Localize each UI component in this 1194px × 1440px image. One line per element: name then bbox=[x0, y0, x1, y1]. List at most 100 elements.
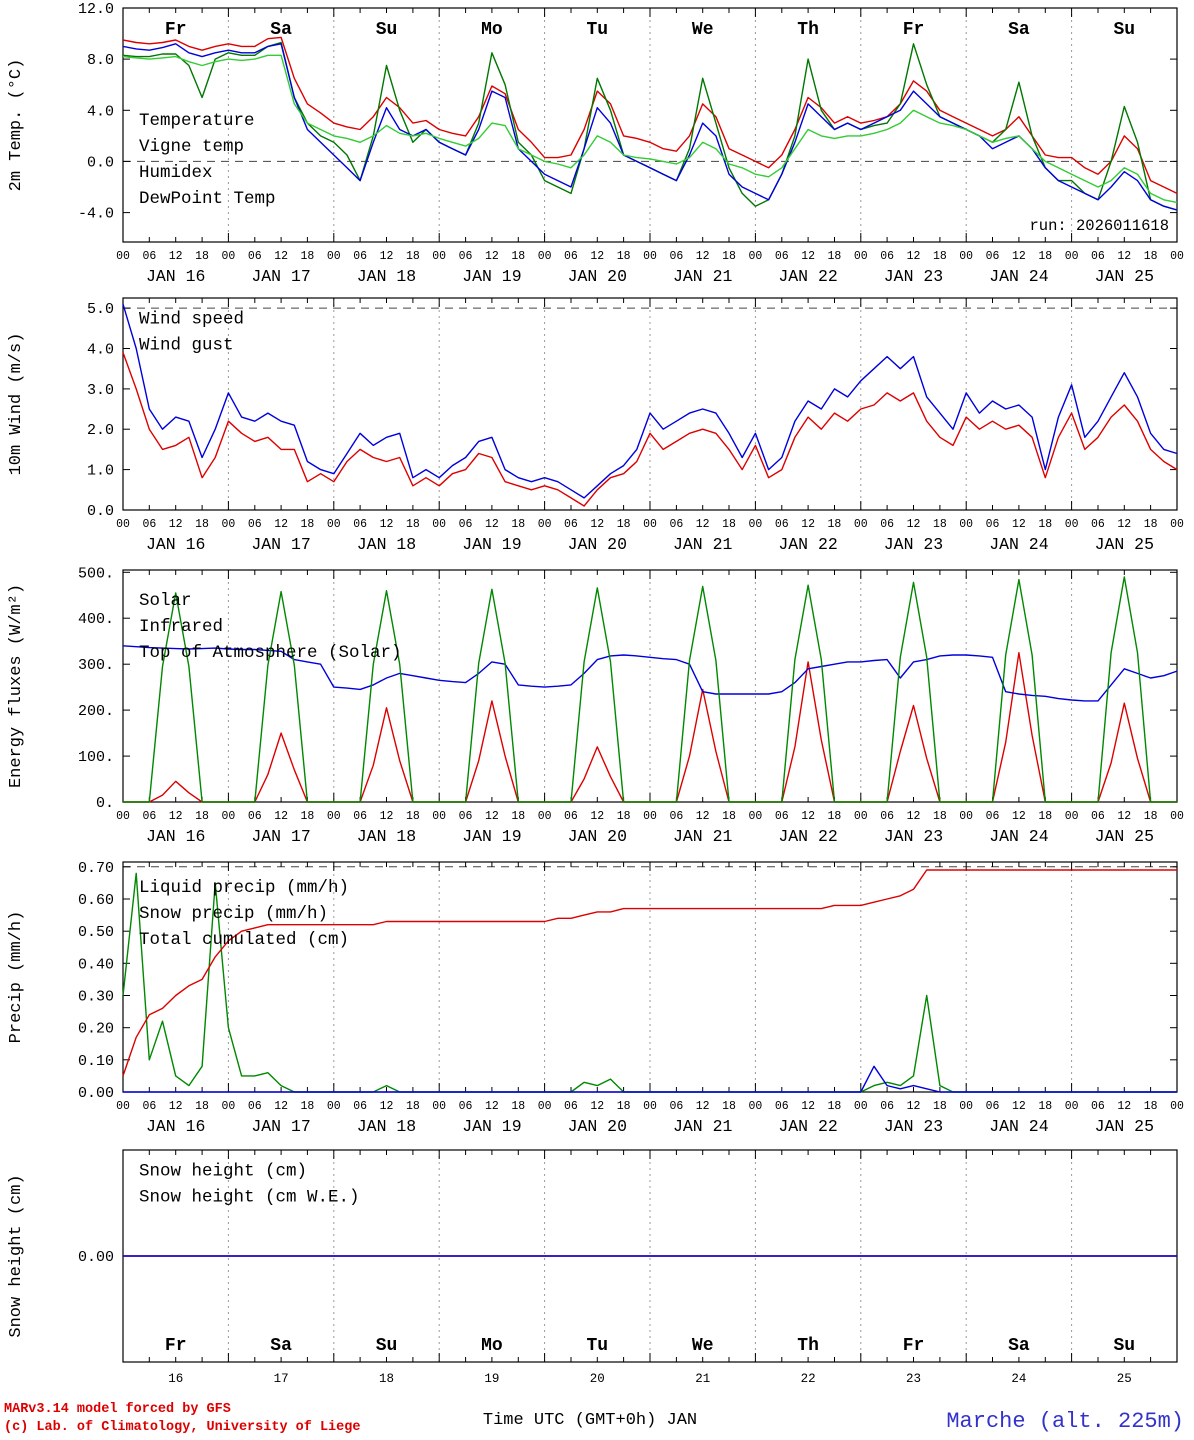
date-label: JAN 25 bbox=[1095, 1117, 1154, 1136]
date-label: JAN 21 bbox=[673, 535, 733, 554]
y-tick-label: 0.50 bbox=[78, 924, 114, 941]
hour-tick-label: 18 bbox=[406, 518, 420, 531]
y-tick-label: 0.40 bbox=[78, 956, 114, 973]
date-number-label: 25 bbox=[1117, 1372, 1132, 1386]
hour-tick-label: 18 bbox=[511, 250, 525, 263]
hour-tick-label: 06 bbox=[459, 250, 473, 263]
hour-tick-label: 00 bbox=[854, 250, 868, 263]
hour-tick-label: 06 bbox=[880, 518, 894, 531]
hour-tick-label: 18 bbox=[195, 810, 209, 823]
hour-tick-label: 06 bbox=[880, 810, 894, 823]
y-tick-label: 0.00 bbox=[78, 1249, 114, 1266]
hour-tick-label: 00 bbox=[643, 810, 657, 823]
day-label: Tu bbox=[586, 20, 608, 40]
date-label: JAN 23 bbox=[884, 267, 943, 286]
day-label: We bbox=[692, 20, 714, 40]
hour-tick-label: 00 bbox=[538, 810, 552, 823]
hour-tick-label: 06 bbox=[986, 810, 1000, 823]
day-label: Su bbox=[1113, 20, 1135, 40]
y-axis-label: Precip (mm/h) bbox=[7, 911, 26, 1044]
hour-tick-label: 12 bbox=[1117, 250, 1131, 263]
hour-tick-label: 00 bbox=[116, 250, 130, 263]
hour-tick-label: 18 bbox=[301, 518, 315, 531]
temperature-panel: -4.0 0.0 4.0 8.0 12.0 Temperature Vigne temp Hu… bbox=[7, 1, 1184, 286]
hour-tick-label: 00 bbox=[432, 518, 446, 531]
date-label: JAN 24 bbox=[989, 1117, 1049, 1136]
date-number-label: 24 bbox=[1011, 1372, 1026, 1386]
hour-tick-label: 00 bbox=[959, 518, 973, 531]
energy-fluxes-panel: 0. 100. 200. 300. 400. 500. Solar Infrared Top o… bbox=[7, 565, 1184, 846]
hour-tick-label: 00 bbox=[854, 810, 868, 823]
hour-tick-label: 12 bbox=[380, 518, 394, 531]
hour-tick-label: 00 bbox=[432, 250, 446, 263]
hour-tick-label: 00 bbox=[327, 250, 341, 263]
hour-tick-label: 12 bbox=[801, 810, 815, 823]
day-label: Tu bbox=[586, 1336, 608, 1356]
hour-tick-label: 18 bbox=[301, 810, 315, 823]
y-tick-label: 500. bbox=[78, 565, 114, 582]
date-label: JAN 23 bbox=[884, 535, 943, 554]
date-label: JAN 17 bbox=[251, 535, 310, 554]
y-tick-label: 1.0 bbox=[87, 463, 114, 480]
day-label: Fr bbox=[165, 20, 187, 40]
hour-tick-label: 18 bbox=[195, 518, 209, 531]
legend-snow-precip-mm-h: Snow precip (mm/h) bbox=[139, 904, 328, 924]
hour-tick-label: 00 bbox=[1065, 518, 1079, 531]
hour-tick-label: 18 bbox=[511, 518, 525, 531]
hour-tick-label: 18 bbox=[722, 250, 736, 263]
hour-tick-label: 06 bbox=[1091, 1100, 1105, 1113]
hour-tick-label: 12 bbox=[169, 1100, 183, 1113]
legend-snow-height-cm: Snow height (cm) bbox=[139, 1161, 307, 1181]
hour-tick-label: 12 bbox=[169, 810, 183, 823]
hour-tick-label: 06 bbox=[775, 250, 789, 263]
date-label: JAN 17 bbox=[251, 267, 310, 286]
hour-tick-label: 06 bbox=[142, 1100, 156, 1113]
day-label: Su bbox=[376, 1336, 398, 1356]
hour-tick-label: 18 bbox=[617, 1100, 631, 1113]
date-label: JAN 19 bbox=[462, 535, 521, 554]
y-tick-label: 100. bbox=[78, 749, 114, 766]
hour-tick-label: 06 bbox=[1091, 250, 1105, 263]
hour-tick-label: 00 bbox=[327, 1100, 341, 1113]
hour-tick-label: 00 bbox=[1065, 810, 1079, 823]
hour-tick-label: 00 bbox=[327, 518, 341, 531]
hour-tick-label: 06 bbox=[986, 518, 1000, 531]
legend-wind-speed: Wind speed bbox=[139, 309, 244, 329]
hour-tick-label: 12 bbox=[696, 518, 710, 531]
hour-tick-label: 18 bbox=[617, 518, 631, 531]
hour-tick-label: 12 bbox=[485, 518, 499, 531]
day-label: Su bbox=[1113, 1336, 1135, 1356]
hour-tick-label: 06 bbox=[986, 1100, 1000, 1113]
y-axis-label: Energy fluxes (W/m²) bbox=[7, 584, 26, 788]
hour-tick-label: 12 bbox=[907, 250, 921, 263]
date-label: JAN 22 bbox=[778, 827, 837, 846]
hour-tick-label: 18 bbox=[933, 250, 947, 263]
hour-tick-label: 12 bbox=[485, 810, 499, 823]
hour-tick-label: 18 bbox=[406, 1100, 420, 1113]
hour-tick-label: 12 bbox=[274, 250, 288, 263]
date-label: JAN 24 bbox=[989, 267, 1049, 286]
y-tick-label: 0.20 bbox=[78, 1021, 114, 1038]
date-label: JAN 17 bbox=[251, 827, 310, 846]
hour-tick-label: 00 bbox=[1170, 1100, 1184, 1113]
date-label: JAN 23 bbox=[884, 1117, 943, 1136]
hour-tick-label: 00 bbox=[538, 250, 552, 263]
hour-tick-label: 18 bbox=[722, 810, 736, 823]
hour-tick-label: 12 bbox=[380, 1100, 394, 1113]
hour-tick-label: 06 bbox=[248, 518, 262, 531]
hour-tick-label: 06 bbox=[669, 250, 683, 263]
hour-tick-label: 12 bbox=[274, 1100, 288, 1113]
hour-tick-label: 18 bbox=[617, 810, 631, 823]
date-label: JAN 25 bbox=[1095, 827, 1154, 846]
hour-tick-label: 18 bbox=[406, 250, 420, 263]
hour-tick-label: 18 bbox=[1038, 810, 1052, 823]
hour-tick-label: 12 bbox=[380, 250, 394, 263]
date-label: JAN 16 bbox=[146, 827, 205, 846]
hour-tick-label: 06 bbox=[248, 250, 262, 263]
hour-tick-label: 06 bbox=[775, 518, 789, 531]
hour-tick-label: 12 bbox=[696, 810, 710, 823]
date-number-label: 19 bbox=[484, 1372, 499, 1386]
date-label: JAN 20 bbox=[568, 827, 627, 846]
hour-tick-label: 12 bbox=[696, 1100, 710, 1113]
hour-tick-label: 06 bbox=[564, 250, 578, 263]
